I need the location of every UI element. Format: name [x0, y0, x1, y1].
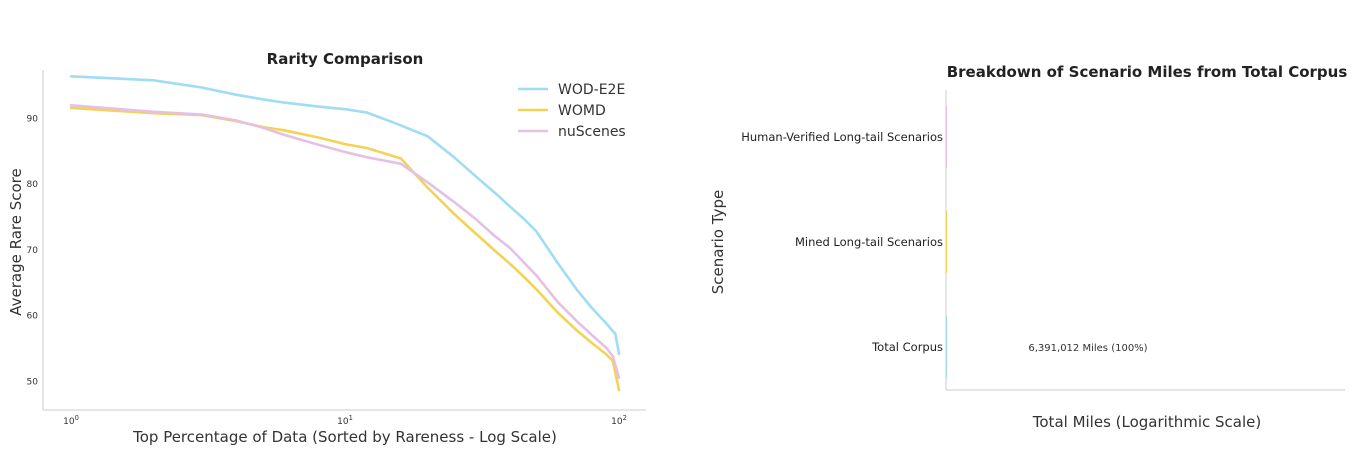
- chart1-title: Rarity Comparison: [267, 50, 424, 68]
- rarity-comparison-chart: Rarity Comparison 50 60 70 80 90 100 101 102 T…: [7, 50, 646, 446]
- legend-label: nuScenes: [558, 124, 626, 140]
- chart1-x-tick-label: 100: [63, 414, 79, 427]
- chart1-y-tick-label: 50: [27, 378, 39, 388]
- category-label: Human-Verified Long-tail Scenarios: [741, 130, 943, 144]
- scenario-miles-chart: Breakdown of Scenario Miles from Total C…: [709, 63, 1348, 431]
- chart1-y-tick-label: 80: [27, 180, 39, 190]
- chart1-y-ticks: 50 60 70 80 90: [27, 114, 39, 387]
- chart1-y-axis-label: Average Rare Score: [7, 168, 25, 316]
- bar: [946, 211, 947, 273]
- chart2-title: Breakdown of Scenario Miles from Total C…: [947, 63, 1348, 81]
- chart1-series-lines: [69, 75, 621, 392]
- bar: [946, 316, 947, 378]
- legend-label: WOD-E2E: [558, 82, 625, 98]
- chart1-x-axis-label: Top Percentage of Data (Sorted by Rarene…: [132, 428, 557, 446]
- legend-label: WOMD: [558, 103, 606, 119]
- chart2-x-axis-label: Total Miles (Logarithmic Scale): [1032, 413, 1261, 431]
- chart1-x-ticks: 100 101 102: [63, 414, 627, 427]
- category-label: Mined Long-tail Scenarios: [795, 235, 943, 249]
- series-line-womd: [69, 106, 621, 392]
- series-line-nuscenes: [69, 104, 621, 379]
- chart1-x-tick-label: 102: [611, 414, 627, 427]
- chart1-y-tick-label: 90: [27, 114, 39, 124]
- chart2-bars: Human-Verified Long-tail Scenarios2,150 …: [741, 106, 1148, 378]
- bar-value-label: 6,391,012 Miles (100%): [1028, 343, 1147, 354]
- chart1-legend: WOD-E2E WOMD nuScenes: [518, 82, 626, 140]
- chart2-y-axis-label: Scenario Type: [709, 190, 727, 294]
- chart1-x-tick-label: 101: [337, 414, 353, 427]
- series-line-wod-e2e: [69, 75, 621, 356]
- chart1-y-tick-label: 70: [27, 246, 39, 256]
- category-label: Total Corpus: [871, 340, 943, 354]
- chart1-y-tick-label: 60: [27, 312, 39, 322]
- bar: [946, 106, 947, 168]
